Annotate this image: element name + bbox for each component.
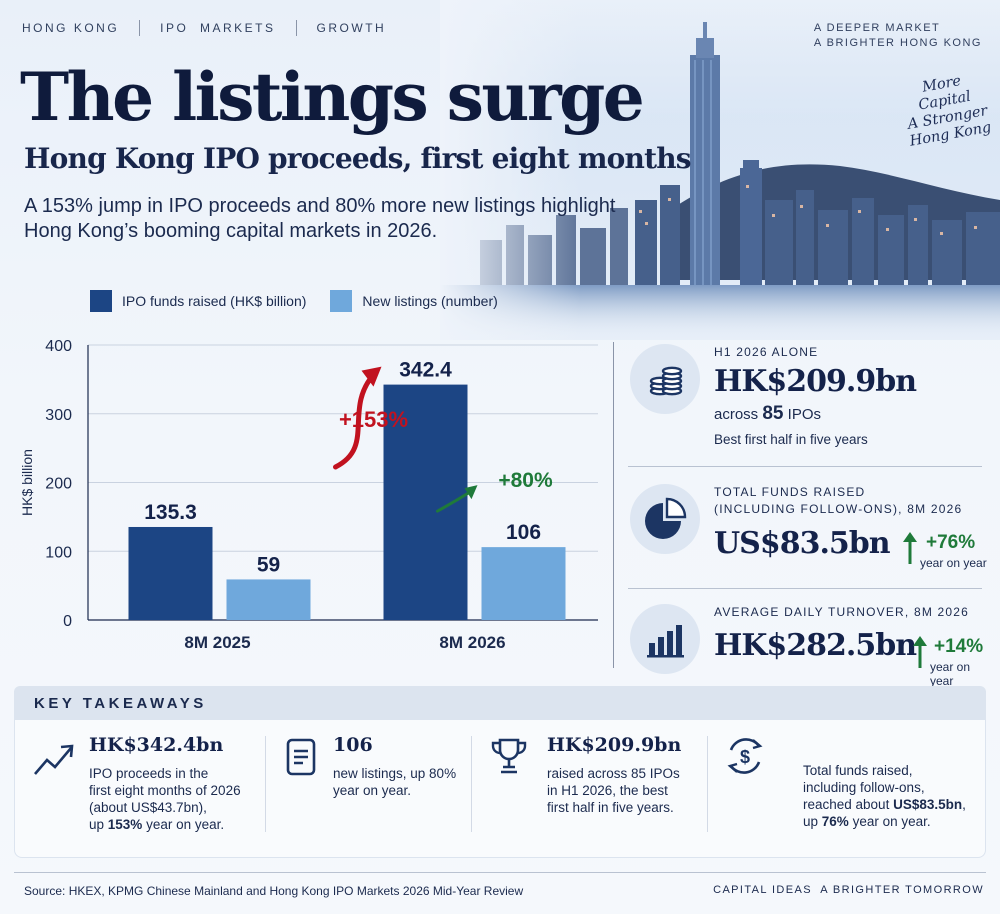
bar-chart: 0 100 200 300 400 HK$ billion 135.3 59 8M 2025 34… — [19, 338, 598, 652]
legend-swatch-listings — [330, 290, 353, 312]
trend-up-icon — [34, 744, 74, 775]
legend-label-listings: New listings (number) — [362, 293, 498, 309]
money-cycle-icon: $ — [727, 738, 763, 774]
annotation-funds: +153% — [339, 407, 408, 432]
takeaways-header: KEY TAKEAWAYS — [14, 686, 986, 720]
takeaways-heading: KEY TAKEAWAYS — [34, 695, 207, 712]
takeaway-text: Total funds raised, including follow-ons… — [803, 763, 966, 829]
annotation-listings: +80% — [498, 469, 553, 492]
y-axis-label: HK$ billion — [19, 449, 35, 516]
panel-divider — [613, 342, 614, 668]
tagline-line-1: A DEEPER MARKET — [813, 22, 941, 34]
bar-listings — [481, 547, 566, 620]
stat-h1-2026: H1 2026 ALONE HK$209.9bn across 85 IPOs … — [628, 344, 990, 467]
stat-label: H1 2026 ALONE — [714, 345, 819, 359]
y-tick-label: 100 — [45, 544, 72, 561]
stat-label: TOTAL FUNDS RAISED (INCLUDING FOLLOW-ONS… — [714, 485, 963, 516]
nav-divider — [295, 20, 297, 36]
brand-tagline: CAPITAL IDEAS A BRIGHTER TOMORROW — [713, 884, 984, 896]
nav-item-hong-kong: HONG KONG — [22, 21, 120, 35]
footer-divider — [14, 872, 986, 873]
stat-note: Best first half in five years — [714, 432, 868, 447]
arrow-up-icon — [913, 636, 927, 668]
stat-sub: across 85 IPOs — [714, 403, 822, 424]
top-nav: HONG KONG IPO MARKETS GROWTH — [22, 20, 386, 36]
takeaway-head: HK$209.9bn — [547, 734, 682, 756]
svg-text:$: $ — [740, 747, 750, 767]
lead-paragraph: A 153% jump in IPO proceeds and 80% more… — [24, 195, 616, 242]
bar-funds — [128, 526, 213, 620]
tagline: A DEEPER MARKET A BRIGHTER HONG KONG — [814, 21, 982, 51]
x-tick-label: 8M 2026 — [439, 633, 505, 652]
document-icon — [286, 738, 316, 776]
takeaway-head: HK$342.4bn — [89, 734, 224, 756]
bar-value-label: 59 — [257, 553, 280, 576]
arrow-head-listings — [464, 485, 478, 500]
stat-divider — [628, 466, 982, 467]
y-tick-label: 0 — [63, 613, 72, 630]
growth-arrow-funds — [333, 372, 376, 470]
y-tick-label: 200 — [45, 476, 72, 493]
legend-label-funds: IPO funds raised (HK$ billion) — [122, 293, 307, 309]
page-subtitle: Hong Kong IPO proceeds, first eight mont… — [24, 142, 692, 175]
page-title: The listings surge — [20, 58, 645, 136]
tagline-line-2: A BRIGHTER HONG KONG — [813, 37, 982, 49]
stat-value: US$83.5bn — [714, 526, 891, 561]
legend-swatch-funds — [90, 290, 112, 312]
stat-daily-turnover: AVERAGE DAILY TURNOVER, 8M 2026 HK$282.5… — [628, 604, 990, 688]
takeaway-head: 106 — [333, 734, 373, 756]
takeaway-text: new listings, up 80% year on year. — [333, 766, 457, 798]
nav-divider — [139, 20, 141, 36]
nav-item-growth: GROWTH — [316, 21, 387, 35]
takeaways-panel: HK$342.4bn IPO proceeds in the first eig… — [14, 720, 986, 858]
takeaway-text: raised across 85 IPOs in H1 2026, the be… — [547, 766, 680, 815]
y-tick-label: 400 — [45, 338, 72, 355]
stat-value: HK$282.5bn — [714, 628, 917, 663]
stat-change: +76% — [926, 532, 976, 553]
arrow-head-funds — [361, 366, 382, 387]
bar-listings — [226, 579, 311, 620]
stat-total-funds: TOTAL FUNDS RAISED (INCLUDING FOLLOW-ONS… — [628, 484, 990, 589]
takeaway-text: IPO proceeds in the first eight months o… — [89, 766, 241, 832]
bar-value-label: 135.3 — [144, 501, 197, 524]
bar-value-label: 106 — [506, 521, 541, 544]
bar-value-label: 342.4 — [399, 359, 452, 382]
stat-change-note: year on year — [920, 556, 987, 570]
chart-legend: IPO funds raised (HK$ billion) New listi… — [90, 290, 498, 312]
pie-chart-icon — [630, 484, 700, 554]
nav-item-ipo-markets: IPO MARKETS — [160, 21, 276, 35]
takeaway-divider — [707, 736, 708, 832]
y-tick-label: 300 — [45, 407, 72, 424]
bar-chart-icon — [630, 604, 700, 674]
takeaway-divider — [265, 736, 266, 832]
stat-value: HK$209.9bn — [714, 364, 917, 399]
source-note: Source: HKEX, KPMG Chinese Mainland and … — [24, 884, 524, 898]
stat-label: AVERAGE DAILY TURNOVER, 8M 2026 — [714, 605, 970, 619]
arrow-up-icon — [903, 532, 917, 564]
coins-icon — [630, 344, 700, 414]
handwritten-note: More Capital A Stronger Hong Kong — [900, 69, 993, 150]
stat-divider — [628, 588, 982, 589]
x-tick-label: 8M 2025 — [184, 633, 250, 652]
stat-change: +14% — [934, 636, 984, 657]
takeaway-divider — [471, 736, 472, 832]
trophy-icon — [491, 738, 527, 774]
skyline-illustration — [440, 0, 1000, 340]
stat-change-note: year on year — [930, 660, 971, 688]
